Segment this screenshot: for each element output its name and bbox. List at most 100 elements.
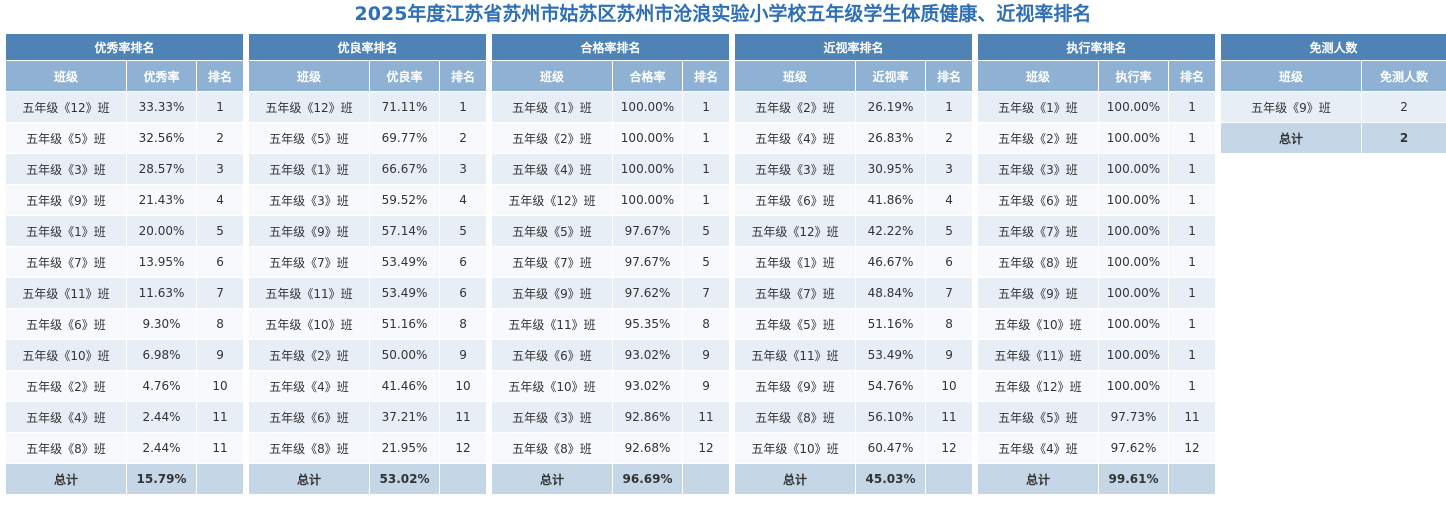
rate-cell: 100.00% — [612, 91, 683, 123]
execution-rate-table: 执行率排名 班级 执行率 排名 五年级《1》班 100.00% 1 五年级《2》班 100.00… — [976, 33, 1217, 495]
table-row: 五年级《5》班 69.77% 2 — [248, 122, 488, 154]
rate-cell: 92.86% — [612, 401, 683, 433]
rate-cell: 48.84% — [855, 277, 926, 309]
rate-cell: 53.49% — [369, 277, 440, 309]
table-heading: 免测人数 — [1219, 33, 1446, 61]
class-cell: 五年级《9》班 — [5, 184, 127, 216]
class-cell: 五年级《9》班 — [491, 277, 613, 309]
class-cell: 五年级《3》班 — [248, 184, 370, 216]
rate-cell: 2.44% — [126, 401, 197, 433]
column-header: 班级 — [1220, 60, 1362, 92]
table-row: 五年级《5》班 51.16% 8 — [734, 308, 974, 340]
table-row: 五年级《1》班 46.67% 6 — [734, 246, 974, 278]
table-row: 五年级《1》班 66.67% 3 — [248, 153, 488, 185]
rank-cell: 1 — [438, 91, 488, 123]
column-header: 近视率 — [855, 60, 926, 92]
class-cell: 五年级《2》班 — [248, 339, 370, 371]
rank-cell: 9 — [438, 339, 488, 371]
rank-cell: 6 — [924, 246, 974, 278]
table-row: 五年级《4》班 2.44% 11 — [5, 401, 245, 433]
class-cell: 五年级《2》班 — [734, 91, 856, 123]
rank-cell: 3 — [924, 153, 974, 185]
class-cell: 五年级《3》班 — [734, 153, 856, 185]
table-row: 五年级《4》班 100.00% 1 — [491, 153, 731, 185]
rank-cell: 10 — [438, 370, 488, 402]
total-rank-empty — [195, 463, 245, 495]
total-row: 总计 99.61% — [977, 463, 1217, 495]
table-row: 五年级《10》班 93.02% 9 — [491, 370, 731, 402]
rate-cell: 66.67% — [369, 153, 440, 185]
table-row: 五年级《3》班 30.95% 3 — [734, 153, 974, 185]
rank-cell: 1 — [1167, 153, 1217, 185]
table-row: 五年级《12》班 42.22% 5 — [734, 215, 974, 247]
class-cell: 五年级《9》班 — [977, 277, 1099, 309]
rank-cell: 10 — [195, 370, 245, 402]
class-cell: 五年级《4》班 — [248, 370, 370, 402]
class-cell: 五年级《7》班 — [977, 215, 1099, 247]
rank-cell: 1 — [681, 184, 731, 216]
table-heading: 合格率排名 — [490, 33, 731, 61]
class-cell: 五年级《7》班 — [734, 277, 856, 309]
rate-cell: 21.43% — [126, 184, 197, 216]
class-cell: 五年级《8》班 — [491, 432, 613, 464]
rate-cell: 100.00% — [1098, 122, 1169, 154]
rate-cell: 92.68% — [612, 432, 683, 464]
class-cell: 五年级《12》班 — [977, 370, 1099, 402]
rate-cell: 37.21% — [369, 401, 440, 433]
total-label: 总计 — [734, 463, 856, 495]
column-header: 班级 — [977, 60, 1099, 92]
table-row: 五年级《10》班 51.16% 8 — [248, 308, 488, 340]
class-cell: 五年级《3》班 — [977, 153, 1099, 185]
rate-cell: 95.35% — [612, 308, 683, 340]
class-cell: 五年级《2》班 — [977, 122, 1099, 154]
class-cell: 五年级《10》班 — [248, 308, 370, 340]
column-header: 合格率 — [612, 60, 683, 92]
column-header: 班级 — [5, 60, 127, 92]
column-header: 排名 — [1167, 60, 1217, 92]
class-cell: 五年级《10》班 — [734, 432, 856, 464]
total-row: 总计 96.69% — [491, 463, 731, 495]
rate-cell: 97.67% — [612, 246, 683, 278]
rate-cell: 53.49% — [369, 246, 440, 278]
table-row: 五年级《11》班 95.35% 8 — [491, 308, 731, 340]
class-cell: 五年级《1》班 — [491, 91, 613, 123]
column-header: 优秀率 — [126, 60, 197, 92]
rate-cell: 11.63% — [126, 277, 197, 309]
rate-cell: 100.00% — [1098, 246, 1169, 278]
rank-cell: 6 — [195, 246, 245, 278]
column-header: 排名 — [924, 60, 974, 92]
table-row: 五年级《11》班 53.49% 6 — [248, 277, 488, 309]
rate-cell: 26.19% — [855, 91, 926, 123]
table-row: 五年级《8》班 92.68% 12 — [491, 432, 731, 464]
rate-cell: 69.77% — [369, 122, 440, 154]
rate-cell: 42.22% — [855, 215, 926, 247]
class-cell: 五年级《1》班 — [248, 153, 370, 185]
ranking-tables: 优秀率排名 班级 优秀率 排名 五年级《12》班 33.33% 1 五年级《5》班 32.56%… — [0, 28, 1446, 507]
rate-cell: 59.52% — [369, 184, 440, 216]
class-cell: 五年级《7》班 — [491, 246, 613, 278]
class-cell: 五年级《10》班 — [5, 339, 127, 371]
rate-cell: 54.76% — [855, 370, 926, 402]
table-row: 五年级《7》班 13.95% 6 — [5, 246, 245, 278]
rate-cell: 97.62% — [1098, 432, 1169, 464]
class-cell: 五年级《4》班 — [734, 122, 856, 154]
rank-cell: 2 — [195, 122, 245, 154]
rate-cell: 53.49% — [855, 339, 926, 371]
class-cell: 五年级《11》班 — [248, 277, 370, 309]
rate-cell: 51.16% — [855, 308, 926, 340]
rank-cell: 5 — [438, 215, 488, 247]
rank-cell: 1 — [1167, 122, 1217, 154]
class-cell: 五年级《2》班 — [491, 122, 613, 154]
rank-cell: 11 — [438, 401, 488, 433]
table-heading: 优秀率排名 — [4, 33, 245, 61]
total-label: 总计 — [5, 463, 127, 495]
rank-cell: 12 — [1167, 432, 1217, 464]
column-header: 班级 — [734, 60, 856, 92]
rate-cell: 100.00% — [612, 122, 683, 154]
class-cell: 五年级《9》班 — [734, 370, 856, 402]
rate-cell: 100.00% — [1098, 339, 1169, 371]
rank-cell: 8 — [438, 308, 488, 340]
rank-cell: 1 — [1167, 184, 1217, 216]
class-cell: 五年级《2》班 — [5, 370, 127, 402]
table-row: 五年级《10》班 100.00% 1 — [977, 308, 1217, 340]
